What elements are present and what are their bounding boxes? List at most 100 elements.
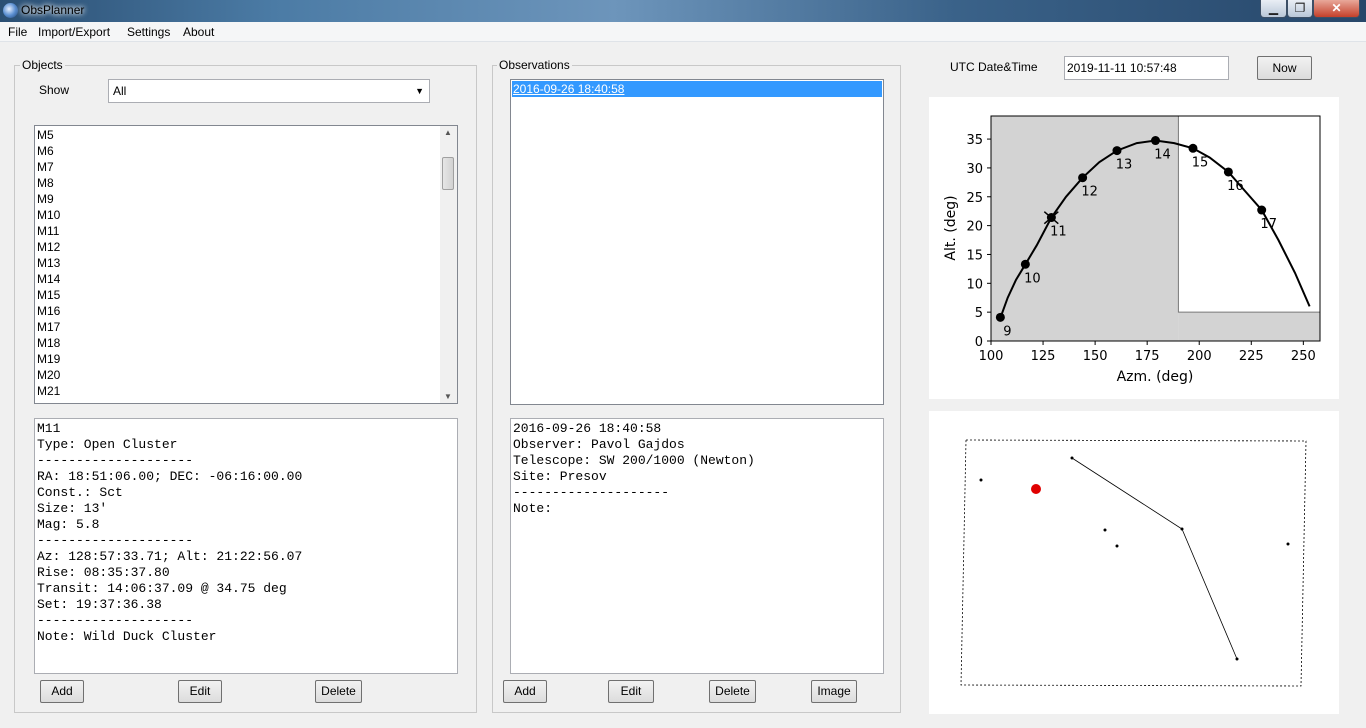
observation-item-label: 2016-09-26 18:40:58 [513, 82, 625, 96]
menu-import-export[interactable]: Import/Export [38, 25, 111, 39]
x-tick-label: 175 [1135, 349, 1160, 364]
object-list-item[interactable]: M17 [37, 320, 61, 334]
object-detail-line: Type: Open Cluster [37, 437, 178, 452]
object-list-item[interactable]: M9 [37, 192, 54, 206]
observation-delete-button[interactable]: Delete [709, 680, 756, 703]
object-list-item[interactable]: M20 [37, 368, 61, 382]
object-detail-line: Mag: 5.8 [37, 517, 100, 532]
object-edit-button[interactable]: Edit [178, 680, 222, 703]
x-tick-label: 250 [1291, 349, 1316, 364]
object-list-item[interactable]: M19 [37, 352, 61, 366]
observation-item-selected[interactable]: 2016-09-26 18:40:58 [512, 81, 882, 97]
object-details-text: M11 Type: Open Cluster -------------------… [37, 421, 302, 645]
selected-object-marker [1031, 484, 1041, 494]
hour-label: 9 [1003, 324, 1011, 339]
object-list-item[interactable]: M8 [37, 176, 54, 190]
y-tick-label: 30 [966, 162, 983, 177]
object-list-item[interactable]: M11 [37, 224, 60, 238]
observations-group [492, 65, 901, 713]
object-list-item[interactable]: M13 [37, 256, 61, 270]
object-detail-line: Transit: 14:06:37.09 @ 34.75 deg [37, 581, 287, 596]
chart-ylabel: Alt. (deg) [943, 195, 959, 260]
scroll-thumb[interactable] [442, 157, 454, 190]
observation-detail-line: Site: Presov [513, 469, 607, 484]
y-tick-label: 15 [966, 248, 983, 263]
y-tick-label: 25 [966, 191, 983, 206]
observation-details[interactable]: 2016-09-26 18:40:58 Observer: Pavol Gajdo… [510, 418, 884, 674]
star [1286, 542, 1290, 546]
x-tick-label: 200 [1187, 349, 1212, 364]
star [1180, 527, 1184, 531]
objects-list[interactable]: M5 M6 M7 M8 M9 M10 M11 M12 M13 M14 M15 M16 M17 M18 M19… [34, 125, 458, 404]
observation-image-button[interactable]: Image [811, 680, 857, 703]
observation-detail-line: Observer: Pavol Gajdos [513, 437, 685, 452]
observation-detail-line: Telescope: SW 200/1000 (Newton) [513, 453, 755, 468]
star [1103, 528, 1107, 532]
menu-about[interactable]: About [183, 25, 215, 39]
maximize-button[interactable]: ❐ [1287, 0, 1313, 18]
menu-settings[interactable]: Settings [127, 25, 171, 39]
hour-label: 16 [1227, 179, 1244, 194]
hour-point [1078, 173, 1088, 183]
now-button[interactable]: Now [1257, 56, 1312, 80]
x-tick-label: 150 [1083, 349, 1108, 364]
hour-point [1257, 205, 1267, 215]
sky-map-panel [929, 411, 1339, 714]
object-detail-line: Rise: 08:35:37.80 [37, 565, 170, 580]
observations-group-label: Observations [497, 58, 572, 72]
object-detail-line: Az: 128:57:33.71; Alt: 21:22:56.07 [37, 549, 303, 564]
y-tick-label: 0 [975, 335, 983, 350]
objects-scrollbar[interactable]: ▲ ▼ [440, 126, 457, 403]
show-dropdown[interactable]: All ▼ [108, 79, 430, 103]
object-list-item[interactable]: M7 [37, 160, 54, 174]
hour-point [995, 312, 1005, 322]
star [1115, 544, 1119, 548]
object-list-item[interactable]: M14 [37, 272, 61, 286]
sky-map [960, 439, 1307, 687]
object-add-button[interactable]: Add [40, 680, 84, 703]
current-position-marker [1043, 211, 1059, 225]
object-delete-button[interactable]: Delete [315, 680, 362, 703]
hour-label: 12 [1081, 185, 1098, 200]
object-detail-line: Const.: Sct [37, 485, 123, 500]
observation-detail-line: Note: [513, 501, 553, 516]
observation-edit-button[interactable]: Edit [608, 680, 654, 703]
object-detail-line: M11 [37, 421, 61, 436]
utc-datetime-input[interactable]: 2019-11-11 10:57:48 [1064, 56, 1229, 80]
object-list-item[interactable]: M12 [37, 240, 61, 254]
object-detail-line: RA: 18:51:06.00; DEC: -06:16:00.00 [37, 469, 303, 484]
object-list-item[interactable]: M21 [37, 384, 61, 398]
object-list-item[interactable]: M6 [37, 144, 54, 158]
utc-datetime-label: UTC Date&Time [950, 60, 1038, 74]
star [979, 478, 983, 482]
observation-detail-line: -------------------- [513, 485, 670, 500]
object-list-item[interactable]: M16 [37, 304, 61, 318]
hour-point [1020, 259, 1030, 269]
observations-list[interactable]: 2016-09-26 18:40:58 [510, 79, 884, 405]
minimize-button[interactable]: ▁ [1260, 0, 1287, 18]
title-bar [0, 0, 1366, 22]
hour-point [1188, 143, 1198, 153]
hour-point [1112, 146, 1122, 156]
altitude-chart-panel: 100 125 150 175 200 225 250 0 5 10 15 20 25 30 35 9 10 1… [929, 97, 1339, 399]
scroll-up-icon[interactable]: ▲ [444, 128, 452, 137]
object-details[interactable]: M11 Type: Open Cluster -------------------… [34, 418, 458, 674]
objects-group-label: Objects [20, 58, 65, 72]
y-tick-label: 20 [966, 220, 983, 235]
observation-add-button[interactable]: Add [503, 680, 547, 703]
object-list-item[interactable]: M18 [37, 336, 61, 350]
object-detail-line: -------------------- [37, 533, 194, 548]
show-label: Show [39, 83, 70, 97]
menu-file[interactable]: File [8, 25, 28, 39]
object-detail-line: Note: Wild Duck Cluster [37, 629, 217, 644]
scroll-down-icon[interactable]: ▼ [444, 392, 452, 401]
hour-label: 11 [1050, 225, 1067, 240]
close-button[interactable]: ✕ [1313, 0, 1360, 18]
object-list-item[interactable]: M15 [37, 288, 61, 302]
hour-label: 10 [1024, 271, 1041, 286]
object-list-item[interactable]: M5 [37, 128, 54, 142]
chevron-down-icon: ▼ [415, 86, 424, 96]
y-tick-label: 5 [975, 306, 983, 321]
object-list-item[interactable]: M10 [37, 208, 61, 222]
x-tick-label: 100 [979, 349, 1004, 364]
